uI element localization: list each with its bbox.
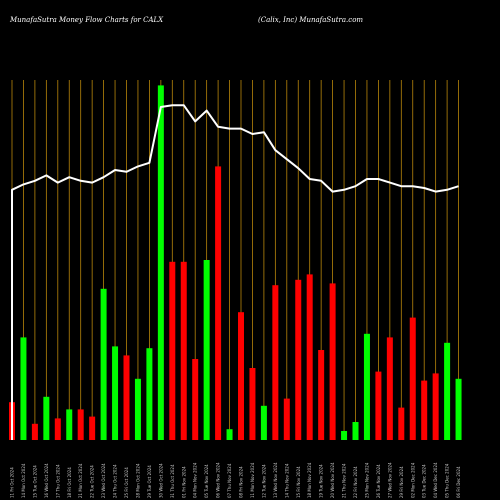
x-tick-label: 24 Thu Oct 2024 — [113, 464, 118, 498]
money-flow-bar — [43, 396, 50, 440]
money-flow-bar — [341, 431, 348, 440]
money-flow-bar — [260, 405, 267, 440]
x-tick-label: 04 Mon Nov 2024 — [193, 462, 198, 498]
money-flow-bar — [20, 337, 27, 440]
money-flow-bar — [238, 312, 244, 440]
money-flow-bar — [295, 279, 302, 440]
money-flow-bar — [318, 350, 325, 440]
price-line — [11, 104, 459, 440]
x-tick-label: 18 Mon Nov 2024 — [307, 462, 312, 498]
x-tick-label: 29 Fri Nov 2024 — [399, 466, 404, 498]
money-flow-bar — [134, 378, 141, 440]
x-tick-label: 19 Tue Nov 2024 — [319, 464, 324, 498]
price-line-layer — [11, 104, 459, 440]
chart-title: MunafaSutra Money Flow Charts for CALX — [10, 16, 164, 24]
x-tick-label: 13 Wed Nov 2024 — [273, 462, 278, 498]
money-flow-bar — [306, 274, 313, 440]
x-tick-label: 22 Fri Nov 2024 — [353, 466, 358, 498]
x-tick-label: 14 Thu Nov 2024 — [284, 463, 289, 498]
money-flow-bar — [272, 285, 279, 440]
x-tick-label: 06 Fri Dec 2024 — [456, 466, 461, 498]
money-flow-bar — [54, 418, 61, 440]
money-flow-bar — [375, 371, 382, 440]
money-flow-bars — [9, 85, 462, 441]
x-tick-label: 26 Tue Nov 2024 — [376, 464, 381, 498]
money-flow-bar — [283, 398, 290, 440]
x-tick-label: 08 Fri Nov 2024 — [239, 466, 244, 498]
x-tick-label: 20 Wed Nov 2024 — [330, 462, 335, 498]
x-tick-label: 30 Wed Oct 2024 — [158, 463, 163, 498]
money-flow-bar — [352, 422, 359, 440]
money-flow-bar — [432, 373, 439, 440]
money-flow-bar — [249, 368, 256, 440]
x-tick-label: 12 Tue Nov 2024 — [261, 464, 266, 498]
money-flow-bar — [421, 380, 428, 440]
x-tick-label: 11 Fri Oct 2024 — [10, 467, 15, 498]
money-flow-bar — [112, 346, 119, 440]
money-flow-bar — [180, 261, 187, 440]
x-tick-label: 01 Fri Nov 2024 — [181, 466, 186, 498]
money-flow-bar — [146, 348, 153, 440]
money-flow-bar — [409, 317, 416, 440]
x-tick-label: 16 Wed Oct 2024 — [44, 463, 49, 498]
x-tick-label: 18 Fri Oct 2024 — [67, 467, 72, 498]
money-flow-bar — [31, 423, 38, 440]
x-tick-label: 04 Wed Dec 2024 — [433, 462, 438, 498]
x-tick-label: 27 Wed Nov 2024 — [387, 462, 392, 498]
money-flow-bar — [157, 85, 164, 441]
x-tick-label: 15 Tue Oct 2024 — [32, 465, 37, 498]
x-tick-label: 05 Tue Nov 2024 — [204, 464, 209, 498]
x-tick-label: 25 Fri Oct 2024 — [124, 467, 129, 498]
money-flow-bar — [203, 260, 210, 440]
x-tick-label: 15 Fri Nov 2024 — [296, 466, 301, 498]
x-tick-label: 02 Mon Dec 2024 — [410, 462, 415, 498]
x-tick-label: 22 Tue Oct 2024 — [90, 465, 95, 498]
x-tick-label: 21 Thu Nov 2024 — [342, 463, 347, 498]
x-tick-label: 07 Thu Nov 2024 — [227, 463, 232, 498]
money-flow-bar — [89, 416, 96, 440]
money-flow-bar — [444, 342, 451, 440]
money-flow-bar — [398, 407, 405, 440]
money-flow-bar — [215, 166, 222, 440]
x-tick-label: 23 Wed Oct 2024 — [101, 463, 106, 498]
money-flow-bar — [455, 378, 462, 440]
x-tick-label: 03 Tue Dec 2024 — [422, 464, 427, 498]
money-flow-bar — [77, 409, 84, 440]
x-tick-label: 14 Mon Oct 2024 — [21, 463, 26, 498]
money-flow-bar — [66, 409, 73, 440]
x-tick-label: 29 Tue Oct 2024 — [147, 465, 152, 498]
x-axis-labels: 11 Fri Oct 2024 14 Mon Oct 2024 15 Tue Oct… — [10, 462, 462, 498]
x-tick-label: 06 Wed Nov 2024 — [216, 462, 221, 498]
money-flow-bar — [100, 288, 107, 440]
x-tick-label: 21 Mon Oct 2024 — [78, 463, 83, 498]
money-flow-bar — [123, 355, 130, 440]
x-tick-label: 25 Mon Nov 2024 — [364, 462, 369, 498]
x-tick-label: 05 Thu Dec 2024 — [445, 463, 450, 498]
x-tick-label: 31 Thu Oct 2024 — [170, 464, 175, 498]
x-tick-label: 28 Mon Oct 2024 — [135, 463, 140, 498]
x-tick-label: 11 Mon Nov 2024 — [250, 462, 255, 498]
money-flow-bar — [363, 333, 370, 440]
x-tick-label: 17 Thu Oct 2024 — [55, 464, 60, 498]
money-flow-bar — [386, 337, 393, 440]
money-flow-bar — [329, 283, 336, 440]
money-flow-bar — [226, 429, 233, 440]
money-flow-bar — [169, 261, 176, 440]
chart-subtitle: (Calix, Inc) MunafaSutra.com — [258, 16, 364, 24]
money-flow-bar — [192, 359, 199, 440]
